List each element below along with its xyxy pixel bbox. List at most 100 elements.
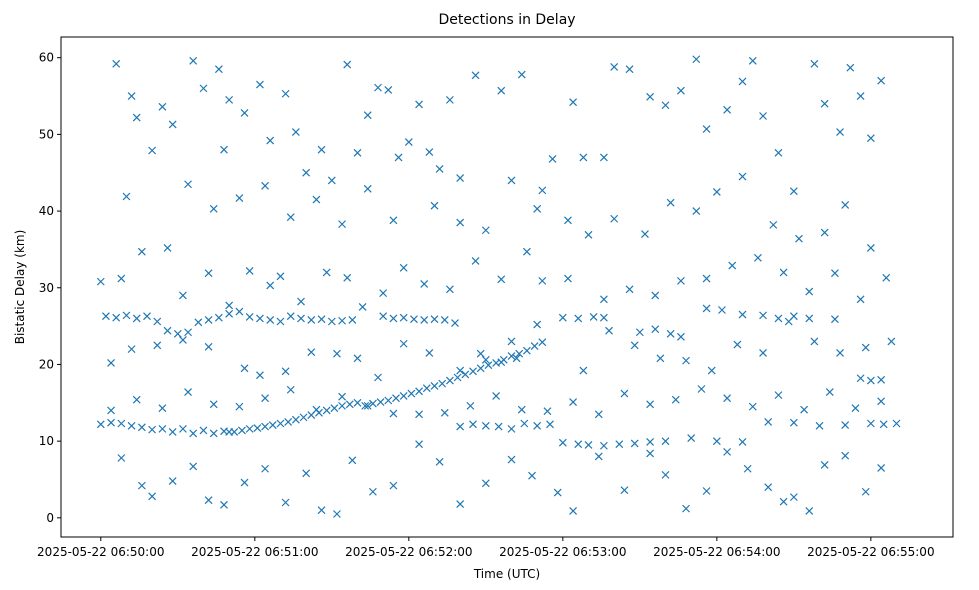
data-point-s3-138 — [507, 337, 516, 346]
data-point-s0-30 — [461, 370, 470, 379]
data-point-s3-120 — [856, 295, 865, 304]
data-point-s1-5 — [153, 317, 162, 326]
plot-frame — [60, 36, 954, 538]
data-point-s1-19 — [297, 314, 305, 323]
data-point-s2-23 — [574, 440, 583, 449]
data-point-s3-202 — [456, 500, 465, 508]
data-point-s3-148 — [784, 317, 793, 326]
data-point-s2-22 — [558, 438, 567, 447]
data-point-s2-30 — [687, 434, 696, 442]
x-tick-label-4: 2025-05-22 06:54:00 — [653, 545, 780, 559]
data-point-s3-156 — [184, 388, 192, 396]
data-point-s3-131 — [333, 349, 341, 358]
data-point-s3-75 — [584, 230, 593, 239]
data-point-s3-10 — [240, 108, 249, 117]
data-point-s3-220 — [820, 460, 829, 469]
data-point-s3-48 — [759, 112, 767, 120]
data-point-s3-113 — [676, 276, 685, 285]
data-point-s3-150 — [836, 349, 844, 357]
data-point-s1-26 — [389, 314, 398, 323]
data-point-s3-82 — [769, 220, 778, 229]
data-point-s3-86 — [866, 243, 875, 252]
data-point-s3-25 — [415, 100, 424, 109]
data-point-s3-105 — [471, 257, 480, 265]
data-point-s2-13 — [225, 428, 234, 436]
data-point-s3-204 — [507, 455, 516, 464]
data-point-s3-60 — [184, 180, 192, 189]
data-point-s1-34 — [497, 358, 506, 367]
data-point-s2-26 — [615, 440, 624, 449]
data-point-s3-167 — [466, 401, 475, 410]
data-point-s3-53 — [836, 128, 844, 137]
data-point-s2-8 — [179, 424, 187, 433]
data-point-s3-119 — [830, 269, 839, 278]
data-point-s3-163 — [363, 401, 372, 410]
data-point-s1-24 — [348, 316, 357, 324]
data-point-s3-100 — [358, 303, 367, 311]
data-point-s3-79 — [692, 207, 701, 216]
data-point-s2-21 — [546, 420, 554, 429]
x-tick-label-3: 2025-05-22 06:53:00 — [499, 545, 626, 559]
data-point-s3-27 — [435, 164, 444, 173]
data-point-s2-6 — [158, 424, 167, 433]
data-point-s3-78 — [666, 198, 675, 207]
data-point-s3-126 — [204, 342, 213, 351]
data-point-s2-17 — [494, 422, 503, 431]
data-point-s2-18 — [507, 424, 516, 433]
data-point-s2-16 — [481, 421, 490, 430]
data-point-s1-29 — [420, 316, 429, 324]
data-point-s3-109 — [564, 274, 572, 283]
data-point-s3-47 — [748, 56, 757, 65]
data-point-s2-27 — [630, 439, 639, 448]
data-point-s2-39 — [892, 419, 901, 428]
data-point-s3-184 — [117, 454, 126, 462]
data-point-s3-181 — [825, 388, 834, 396]
data-point-s3-145 — [707, 366, 716, 375]
data-point-s3-201 — [435, 457, 444, 466]
data-point-s3-206 — [553, 488, 562, 497]
data-point-s2-24 — [584, 441, 593, 449]
data-point-s1-44 — [702, 304, 711, 313]
x-tick-label-0: 2025-05-22 06:50:00 — [37, 545, 164, 559]
data-point-s2-29 — [661, 437, 670, 446]
data-point-s3-213 — [702, 487, 711, 495]
data-point-s1-4 — [143, 312, 151, 321]
data-point-s0-16 — [353, 398, 362, 407]
data-point-s3-166 — [440, 408, 449, 417]
data-point-s3-81 — [738, 172, 747, 181]
data-point-s3-157 — [209, 400, 218, 409]
data-point-s3-104 — [445, 285, 454, 294]
data-point-s3-38 — [610, 62, 619, 71]
data-point-s1-17 — [276, 317, 285, 326]
data-point-s3-173 — [620, 389, 629, 398]
data-point-s3-117 — [779, 268, 788, 277]
data-point-s3-218 — [789, 493, 798, 502]
data-point-s1-42 — [666, 329, 675, 338]
data-point-s3-143 — [656, 354, 665, 363]
data-point-s0-27 — [438, 379, 447, 388]
y-axis-label: Bistatic Delay (km) — [13, 230, 27, 345]
data-point-s2-25 — [599, 441, 608, 450]
data-point-s3-21 — [374, 83, 382, 92]
data-point-s3-88 — [117, 274, 126, 283]
data-point-s3-217 — [779, 497, 788, 506]
data-point-s2-37 — [866, 419, 875, 428]
data-point-s3-80 — [712, 187, 721, 196]
data-point-s3-130 — [307, 348, 316, 357]
data-point-s1-1 — [112, 313, 121, 322]
data-point-s3-33 — [533, 204, 542, 213]
data-point-s3-8 — [220, 145, 228, 154]
data-point-s3-99 — [343, 273, 352, 282]
data-point-s3-63 — [261, 181, 269, 190]
data-point-s0-3 — [253, 424, 262, 433]
data-point-s3-142 — [630, 341, 639, 350]
data-point-s2-5 — [148, 425, 157, 434]
data-points — [96, 55, 901, 518]
data-point-s1-23 — [338, 316, 347, 325]
y-axis: 0 10 20 30 40 50 60 — [39, 51, 61, 525]
data-point-s3-28 — [445, 95, 454, 104]
data-point-s1-47 — [759, 311, 767, 320]
data-point-s3-14 — [291, 128, 300, 137]
y-tick-label-5: 50 — [39, 127, 54, 141]
data-point-s3-40 — [646, 92, 655, 101]
